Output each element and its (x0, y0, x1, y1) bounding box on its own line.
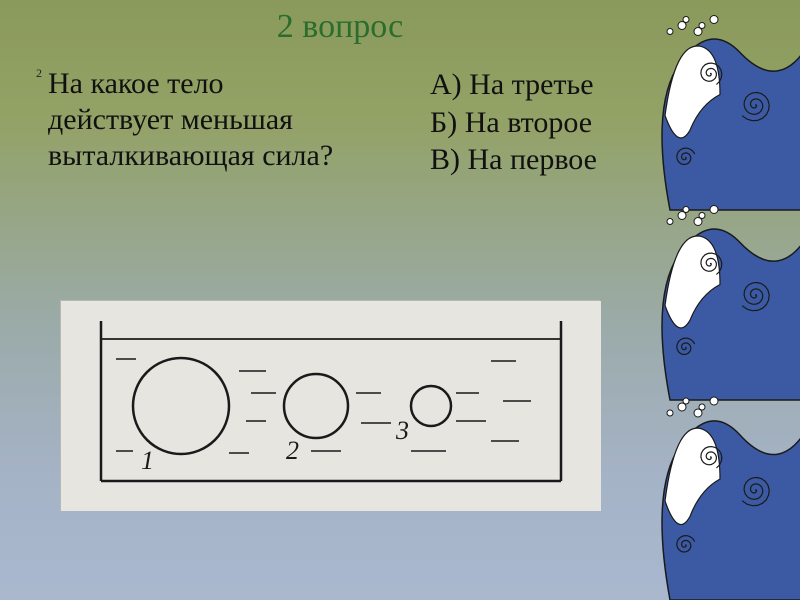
svg-text:3: 3 (395, 416, 409, 445)
svg-text:1: 1 (141, 446, 154, 475)
answer-option-c: В) На первое (430, 141, 650, 179)
svg-text:2: 2 (286, 436, 299, 465)
decorative-waves (640, 0, 800, 600)
question-number-superscript: 2 (36, 66, 42, 81)
answer-options: А) На третье Б) На второе В) На первое (430, 66, 650, 179)
slide-title: 2 вопрос (0, 8, 680, 46)
answer-option-a: А) На третье (430, 66, 650, 104)
answer-option-b: Б) На второе (430, 104, 650, 142)
question-text: На какое тело действует меньшая выталкив… (48, 66, 338, 174)
physics-diagram: 1 2 3 (60, 300, 600, 510)
